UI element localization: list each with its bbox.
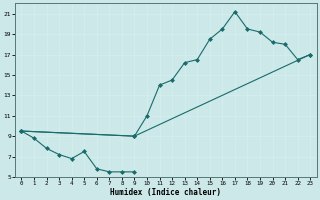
X-axis label: Humidex (Indice chaleur): Humidex (Indice chaleur) <box>110 188 221 197</box>
